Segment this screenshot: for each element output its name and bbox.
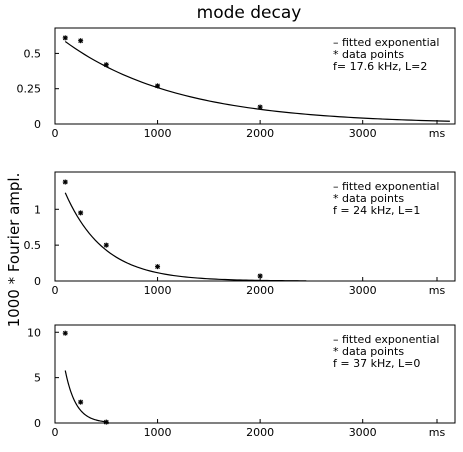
data-point-stroke <box>103 62 109 68</box>
y-tick-label: 0 <box>34 118 41 131</box>
fitted-curve <box>64 192 307 282</box>
y-tick-label: 0.5 <box>24 47 42 60</box>
x-tick-label: 3000 <box>349 426 377 439</box>
x-unit-label: ms <box>429 284 446 297</box>
panel-top: 0 1000 2000 3000 ms 0 0.25 0.5 – fitted exponent… <box>17 27 456 140</box>
legend-entry: – fitted exponential <box>333 333 439 346</box>
legend-entry: * data points <box>333 48 404 61</box>
y-tick-label: 10 <box>27 326 41 339</box>
panel-bottom: 0 1000 2000 3000 ms 0 5 10 – fitted exponential*… <box>27 324 456 439</box>
fitted-curve <box>64 370 107 423</box>
x-tick-label: 0 <box>52 284 59 297</box>
data-point-stroke <box>62 35 68 41</box>
legend-entry: f = 24 kHz, L=1 <box>333 204 420 217</box>
chart-title: mode decay <box>197 3 302 23</box>
y-tick-label: 0 <box>34 275 41 288</box>
y-axis-label: 1000 * Fourier ampl. <box>5 173 23 328</box>
x-tick-label: 3000 <box>349 127 377 140</box>
x-tick-label: 1000 <box>144 127 172 140</box>
y-tick-label: 1 <box>34 203 41 216</box>
data-point-stroke <box>103 242 109 248</box>
data-point <box>62 35 68 41</box>
data-point <box>103 419 109 425</box>
fitted-curve <box>64 41 450 122</box>
panel-middle: 0 1000 2000 3000 ms 0 0.5 1 – fitted exponential… <box>24 171 456 297</box>
data-point <box>257 104 263 110</box>
x-unit-label: ms <box>429 426 446 439</box>
data-point-stroke <box>78 38 83 44</box>
x-tick-label: 2000 <box>246 426 274 439</box>
legend-entry: – fitted exponential <box>333 36 439 49</box>
legend-entry: * data points <box>333 345 404 358</box>
legend-entry: – fitted exponential <box>333 180 439 193</box>
plot-frame <box>54 171 456 282</box>
y-tick-label: 0.5 <box>24 239 42 252</box>
legend-entry: * data points <box>333 192 404 205</box>
x-tick-label: 0 <box>52 426 59 439</box>
data-point <box>78 38 84 44</box>
data-point-stroke <box>62 179 68 185</box>
data-point <box>78 210 84 216</box>
data-point-stroke <box>78 210 83 216</box>
x-tick-label: 3000 <box>349 284 377 297</box>
y-tick-label: 0.25 <box>17 83 42 96</box>
plot-frame <box>54 27 456 125</box>
data-point-stroke <box>103 419 109 425</box>
data-point-stroke <box>78 399 83 405</box>
data-point <box>78 399 84 405</box>
data-point <box>155 264 161 270</box>
data-point <box>155 83 161 89</box>
x-tick-label: 2000 <box>246 127 274 140</box>
data-point <box>62 179 68 185</box>
data-point <box>257 273 263 279</box>
legend-entry: f = 37 kHz, L=0 <box>333 357 420 370</box>
data-point <box>103 62 109 68</box>
plot-frame <box>54 324 456 424</box>
x-tick-label: 0 <box>52 127 59 140</box>
y-tick-label: 5 <box>34 372 41 385</box>
data-point-stroke <box>62 330 68 336</box>
data-point-stroke <box>155 83 160 89</box>
x-tick-label: 1000 <box>144 426 172 439</box>
x-tick-label: 1000 <box>144 284 172 297</box>
data-point <box>103 242 109 248</box>
data-point <box>62 330 68 336</box>
y-tick-label: 0 <box>34 417 41 430</box>
data-point-stroke <box>257 104 263 110</box>
data-point-stroke <box>257 273 263 279</box>
data-point-stroke <box>155 264 160 270</box>
legend-entry: f= 17.6 kHz, L=2 <box>333 60 427 73</box>
x-tick-label: 2000 <box>246 284 274 297</box>
x-unit-label: ms <box>429 127 446 140</box>
